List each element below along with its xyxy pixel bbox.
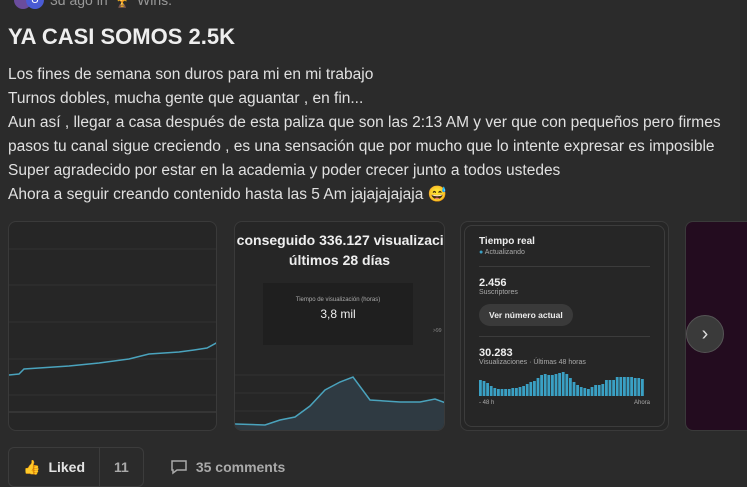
bar [536, 378, 540, 396]
post-time: 3d ago in [50, 0, 108, 8]
bar [547, 375, 551, 396]
subscribers-count: 2.456 [479, 277, 507, 289]
image-views-summary[interactable]: a conseguido 336.127 visualizacio último… [234, 221, 445, 431]
views-count: 30.283 [479, 347, 513, 359]
bar [518, 387, 522, 396]
bar [551, 375, 554, 396]
bar [540, 375, 543, 396]
bar [587, 389, 590, 396]
bar [630, 377, 633, 396]
bar [605, 380, 608, 396]
comments-count: 35 comments [195, 459, 286, 475]
post-line: Ahora a seguir creando contenido hasta l… [8, 186, 447, 203]
metric-box: Tiempo de visualización (horas) 3,8 mil [263, 283, 413, 345]
metric-label: Tiempo de visualización (horas) [295, 297, 381, 303]
line-chart-thumbnail [9, 248, 216, 413]
bar [533, 381, 536, 396]
bar [601, 384, 605, 396]
like-count: 11 [114, 459, 129, 475]
bar [579, 387, 583, 396]
thumbs-up-icon: 👍 [23, 458, 41, 475]
bar-chart-thumbnail [479, 372, 644, 396]
axis-start: - 48 h [479, 400, 495, 406]
like-label: Liked [48, 459, 86, 475]
group-avatar [14, 0, 32, 9]
view-current-button: Ver número actual [479, 304, 573, 326]
axis-end: Ahora [633, 400, 650, 406]
summary-headline: a conseguido 336.127 visualizacio [234, 232, 445, 248]
bar [608, 380, 612, 396]
subscribers-label: Suscriptores [479, 289, 518, 296]
bar [583, 388, 587, 396]
bar [479, 380, 482, 396]
image-realtime[interactable]: Tiempo real ● Actualizando 2.456 Suscrip… [460, 221, 669, 431]
bar [597, 385, 601, 396]
image-gallery: a conseguido 336.127 visualizacio último… [8, 221, 747, 431]
bar [641, 379, 644, 396]
bar [619, 377, 623, 396]
bar [576, 385, 579, 396]
bar [590, 387, 594, 396]
bar [572, 382, 576, 396]
post-line: Aun así , llegar a casa después de esta … [8, 114, 721, 131]
bar [561, 372, 565, 396]
comments-button[interactable]: 35 comments [170, 459, 285, 475]
bar [529, 382, 533, 396]
bar [626, 377, 630, 396]
bar [525, 384, 529, 396]
bar [515, 388, 518, 396]
next-image-button[interactable]: › [686, 315, 724, 353]
bar [612, 380, 615, 396]
post-title: YA CASI SOMOS 2.5K [8, 24, 235, 49]
views-label: Visualizaciones · Últimas 48 horas [479, 359, 586, 366]
bar [500, 389, 504, 396]
bar [633, 378, 637, 396]
chevron-right-icon: › [701, 322, 709, 345]
bar [504, 389, 507, 396]
bar [554, 374, 558, 396]
bar [489, 386, 493, 396]
bar [482, 381, 486, 396]
bar [637, 378, 641, 396]
post-line: pasos tu canal sigue creciendo , es una … [8, 138, 715, 155]
bar [511, 388, 515, 396]
bar [493, 388, 497, 396]
image-subscriber-chart[interactable] [8, 221, 217, 431]
bar [497, 389, 500, 396]
post-category[interactable]: Wins. [137, 0, 173, 8]
bar [543, 374, 547, 396]
realtime-title: Tiempo real [479, 236, 535, 247]
realtime-status: Actualizando [484, 249, 525, 256]
post-line: Super agradecido por estar en la academi… [8, 162, 561, 179]
bar [522, 386, 525, 396]
post-line: Turnos dobles, mucha gente que aguantar … [8, 90, 364, 107]
metric-value: 3,8 mil [320, 307, 356, 321]
like-button[interactable]: 👍 Liked 11 [8, 447, 144, 487]
area-chart-thumbnail [235, 374, 444, 430]
bar [569, 378, 572, 396]
post-meta: U 3d ago in 🏆 Wins. [14, 0, 172, 9]
trophy-icon: 🏆 [114, 0, 131, 9]
summary-period: últimos 28 días [288, 252, 391, 268]
post-line: Los fines de semana son duros para mi en… [8, 66, 374, 83]
bar [486, 383, 489, 396]
bar [615, 377, 619, 396]
bar [565, 374, 569, 396]
bar [507, 389, 511, 396]
bar [594, 385, 597, 396]
post-body: Los fines de semana son duros para mi en… [8, 63, 721, 207]
comment-icon [171, 460, 187, 475]
avatar[interactable]: U [26, 0, 44, 9]
bar [623, 377, 626, 396]
bar [558, 373, 561, 396]
metric-side: >99 [433, 328, 442, 334]
